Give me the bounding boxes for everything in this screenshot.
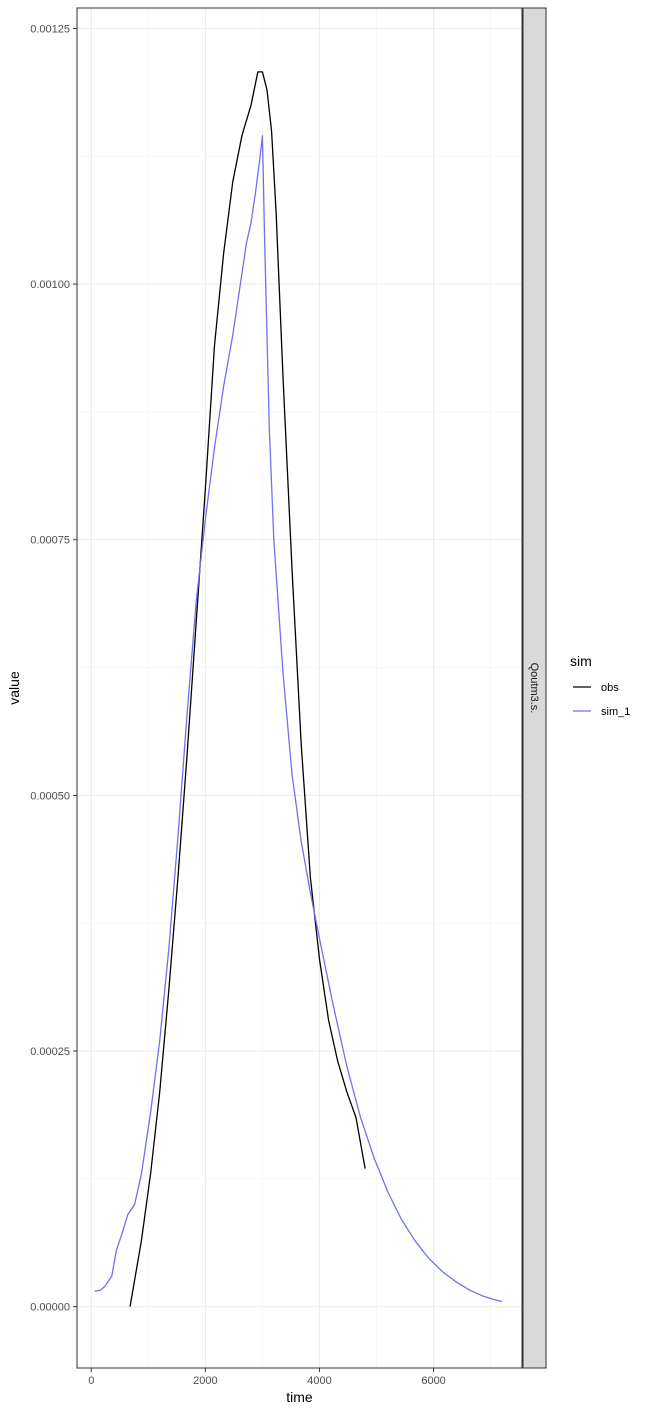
- x-tick-label: 4000: [307, 1375, 331, 1387]
- y-tick-label: 0.00025: [30, 1046, 70, 1058]
- series-line-obs: [129, 71, 366, 1307]
- legend-title: sim: [570, 653, 592, 669]
- panel-border: [76, 7, 523, 1369]
- y-tick-label: 0.00125: [30, 23, 70, 35]
- facet-strip: Qoutm3.s.: [522, 7, 547, 1369]
- x-tick-label: 2000: [193, 1375, 217, 1387]
- series-line-sim-1: [94, 135, 503, 1303]
- x-axis-title: time: [286, 1389, 313, 1405]
- facet-strip-background: [522, 7, 547, 1369]
- legend-items: obs sim_1: [573, 682, 630, 718]
- minor-gridlines: [77, 8, 522, 1368]
- legend-label-sim-1: sim_1: [601, 706, 630, 718]
- y-tick-label: 0.00100: [30, 279, 70, 291]
- y-axis-title: value: [6, 671, 22, 705]
- y-axis: 0.00000 0.00025 0.00050 0.00075 0.00100 0.001…: [30, 23, 77, 1314]
- plot-panel: [76, 7, 523, 1369]
- x-tick-label: 6000: [421, 1375, 445, 1387]
- legend-label-obs: obs: [601, 682, 619, 694]
- y-tick-label: 0.00075: [30, 535, 70, 547]
- panel-background: [77, 8, 522, 1368]
- y-tick-label: 0.00000: [30, 1302, 70, 1314]
- legend: sim obs sim_1: [570, 653, 630, 718]
- x-axis: 0 2000 4000 6000: [88, 1368, 446, 1387]
- y-tick-label: 0.00050: [30, 790, 70, 802]
- major-gridlines: [77, 8, 522, 1368]
- x-tick-label: 0: [88, 1375, 94, 1387]
- series-layer: [94, 71, 503, 1307]
- facet-strip-label: Qoutm3.s.: [528, 663, 540, 714]
